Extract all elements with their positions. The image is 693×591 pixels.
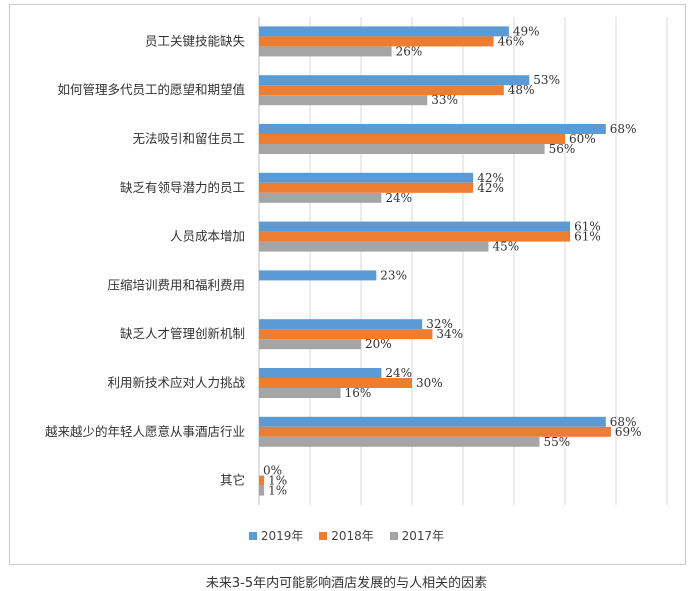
bar-2018 [259, 378, 412, 388]
data-label: 16% [345, 386, 372, 400]
category-label: 压缩培训费用和福利费用 [107, 277, 245, 292]
data-label: 23% [380, 268, 407, 282]
bar-2019 [259, 368, 382, 378]
bar-2018 [259, 182, 474, 193]
bar-2017 [259, 388, 341, 398]
data-label: 55% [544, 435, 571, 449]
data-label: 42% [477, 181, 504, 195]
data-label: 24% [385, 366, 412, 380]
data-label: 1% [268, 484, 287, 498]
data-label: 56% [549, 142, 576, 156]
category-label: 员工关键技能缺失 [145, 33, 246, 48]
category-label: 利用新技术应对人力挑战 [107, 375, 245, 390]
data-label: 69% [615, 425, 642, 439]
bar-2018 [259, 231, 571, 242]
legend-swatch-2019 [248, 531, 257, 540]
data-label: 48% [508, 83, 535, 97]
data-label: 68% [610, 415, 637, 429]
legend-label-2018: 2018年 [331, 529, 374, 543]
category-label: 其它 [220, 473, 245, 488]
data-label: 45% [493, 240, 520, 254]
bar-2017 [259, 485, 265, 496]
data-label: 49% [513, 24, 540, 38]
category-label: 无法吸引和留住员工 [132, 131, 245, 146]
legend-swatch-2018 [319, 531, 328, 540]
bar-2017 [259, 95, 428, 106]
legend-item-2018: 2018年 [319, 527, 374, 544]
data-label: 46% [498, 34, 525, 48]
bar-chart: 员工关键技能缺失 49%46% 26% 如何管理多代员工的愿望和期望值 53%48% 33… [45, 17, 668, 505]
data-label: 60% [569, 132, 596, 146]
legend-label-2019: 2019年 [260, 529, 304, 543]
bar-2018 [259, 85, 504, 96]
bar-2017 [259, 144, 545, 154]
bar-2019 [259, 270, 377, 281]
bar-2017 [259, 192, 382, 203]
category-label: 人员成本增加 [170, 229, 245, 244]
data-label: 32% [426, 317, 453, 331]
bar-2019 [259, 26, 509, 37]
figure-caption: 未来3-5年内可能影响酒店发展的与人相关的因素 [205, 576, 488, 591]
bar-2019 [259, 319, 423, 330]
bar-2019 [259, 172, 474, 183]
bar-2018 [259, 36, 494, 47]
bar-2019 [259, 75, 530, 86]
bar-2017 [259, 436, 540, 447]
bar-2018 [259, 134, 565, 144]
bar-2019 [259, 221, 571, 232]
data-label: 42% [477, 171, 504, 185]
data-label: 0% [263, 464, 282, 478]
data-label: 20% [365, 337, 392, 351]
data-label: 68% [610, 122, 637, 136]
data-label: 34% [436, 327, 463, 341]
data-label: 53% [533, 73, 560, 87]
data-label: 30% [416, 376, 443, 390]
legend-item-2017: 2017年 [389, 527, 445, 544]
legend-label-2017: 2017年 [401, 529, 445, 543]
bar-2019 [259, 124, 606, 134]
category-label: 缺乏有领导潜力的员工 [120, 180, 245, 195]
bar-2017 [259, 339, 361, 350]
bar-2017 [259, 46, 392, 57]
data-label: 26% [396, 44, 423, 58]
category-label: 如何管理多代员工的愿望和期望值 [57, 82, 245, 97]
legend-swatch-2017 [389, 531, 398, 540]
data-label: 33% [431, 93, 458, 107]
data-label: 61% [574, 220, 601, 234]
data-label: 61% [574, 230, 601, 244]
bar-2018 [259, 426, 611, 437]
legend-item-2019: 2019年 [248, 527, 304, 544]
data-label: 24% [385, 191, 412, 205]
legend: 2019年 2018年 2017年 [0, 527, 693, 544]
bar-2018 [259, 329, 433, 340]
data-label: 1% [268, 474, 287, 488]
category-label: 越来越少的年轻人愿意从事酒店行业 [45, 424, 245, 439]
category-label: 缺乏人才管理创新机制 [120, 326, 245, 341]
bar-2017 [259, 241, 489, 252]
bar-2018 [259, 475, 265, 486]
bar-2019 [259, 416, 606, 427]
